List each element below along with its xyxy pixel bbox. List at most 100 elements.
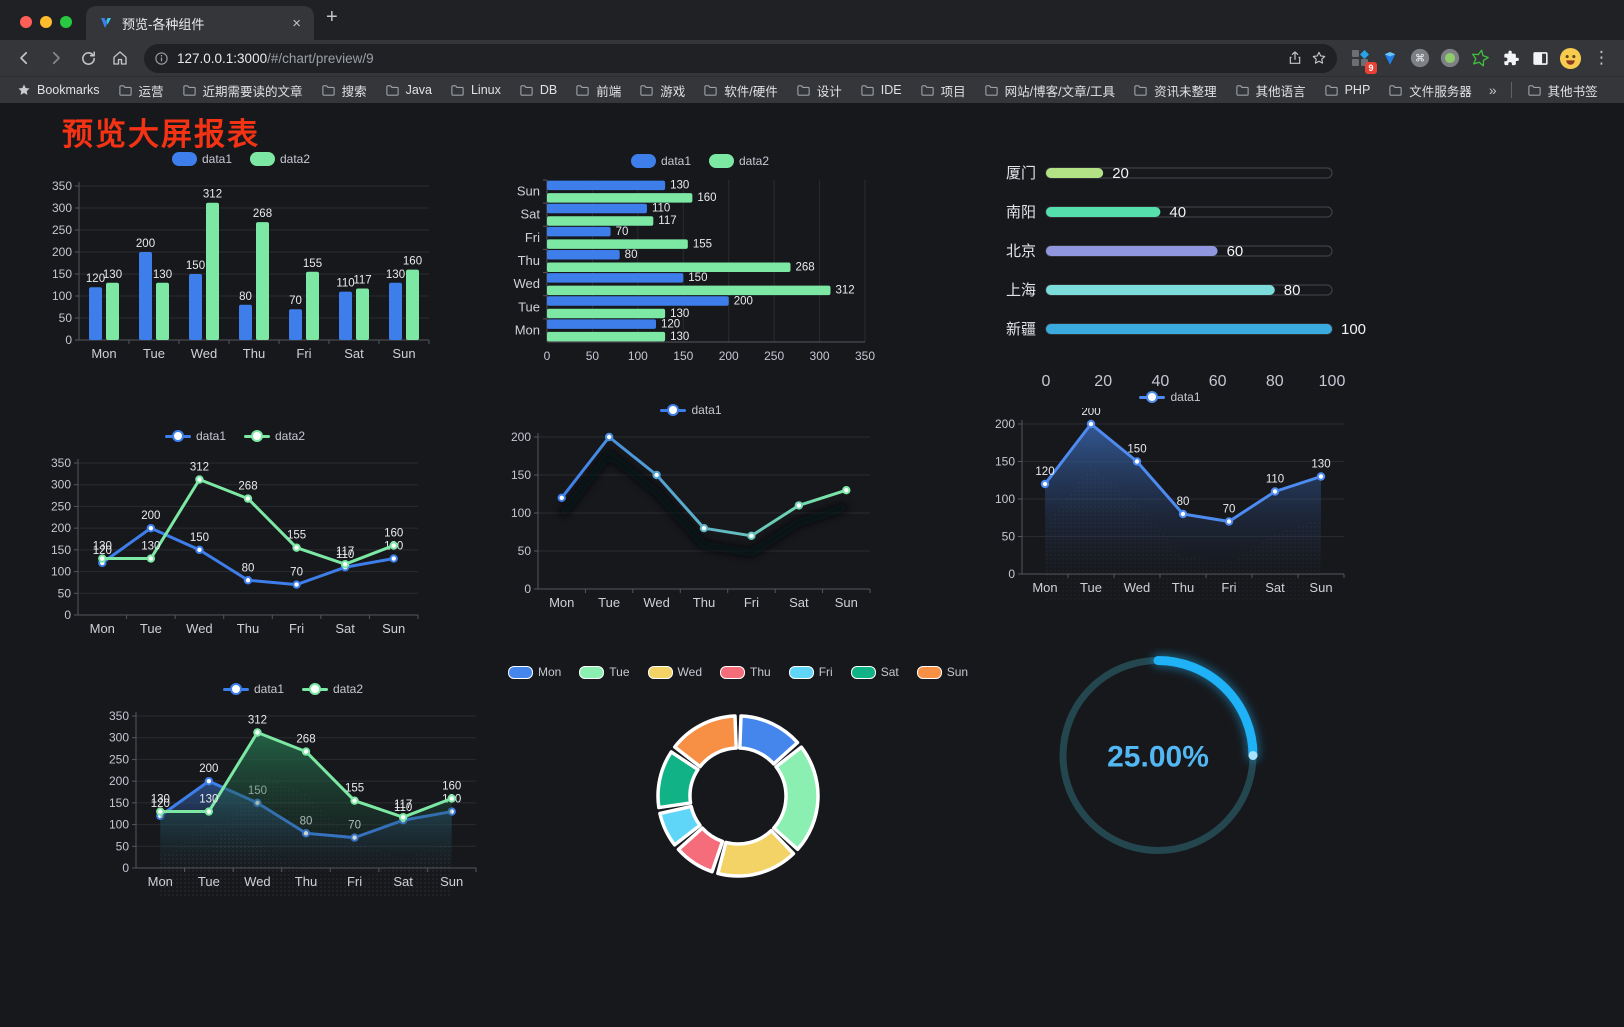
bookmark-item[interactable]: 游戏 — [632, 79, 692, 102]
extension-gem-icon[interactable] — [1377, 45, 1403, 71]
new-tab-button[interactable]: + — [326, 5, 338, 28]
svg-text:200: 200 — [51, 521, 71, 535]
bookmark-item[interactable]: 近期需要读的文章 — [175, 79, 310, 102]
svg-text:100: 100 — [995, 492, 1015, 506]
chart-legend: data1 data2 — [45, 148, 437, 170]
svg-text:Tue: Tue — [143, 346, 165, 361]
tab-close-icon[interactable]: × — [292, 14, 301, 32]
svg-text:268: 268 — [253, 208, 272, 220]
reload-button[interactable] — [74, 44, 102, 72]
svg-text:200: 200 — [141, 510, 160, 522]
legend-swatch — [244, 429, 270, 443]
svg-text:0: 0 — [544, 349, 551, 363]
bookmark-item[interactable]: PHP — [1317, 81, 1378, 100]
window-zoom-button[interactable] — [60, 16, 72, 28]
legend-item-Sat[interactable]: Sat — [850, 665, 899, 679]
bookmark-item[interactable]: IDE — [853, 81, 909, 100]
svg-text:Thu: Thu — [237, 621, 259, 636]
svg-text:40: 40 — [1152, 373, 1170, 390]
extension-puzzle-icon[interactable] — [1497, 45, 1523, 71]
extension-star-icon[interactable] — [1467, 45, 1493, 71]
bookmark-item[interactable]: 前端 — [568, 79, 628, 102]
legend-item-data1[interactable]: data1 — [171, 152, 232, 166]
legend-item-Thu[interactable]: Thu — [720, 665, 771, 679]
legend-item-data2[interactable]: data2 — [302, 682, 363, 696]
svg-text:160: 160 — [384, 528, 403, 540]
svg-text:160: 160 — [697, 192, 716, 204]
folder-icon — [1134, 84, 1147, 96]
legend-item-Sun[interactable]: Sun — [916, 665, 968, 679]
svg-text:Tue: Tue — [518, 299, 540, 314]
svg-text:200: 200 — [109, 774, 129, 788]
extension-command-icon[interactable]: ⌘ — [1407, 45, 1433, 71]
bookmarks-manager-item[interactable]: Bookmarks — [10, 81, 107, 99]
legend-item-data2[interactable]: data2 — [250, 152, 310, 166]
legend-label: Mon — [537, 665, 562, 679]
legend-item-Wed[interactable]: Wed — [647, 665, 702, 679]
bookmark-item[interactable]: Java — [378, 81, 439, 100]
svg-text:0: 0 — [524, 582, 531, 596]
svg-text:Wed: Wed — [191, 346, 218, 361]
svg-text:70: 70 — [1223, 504, 1236, 516]
legend-label: data1 — [253, 682, 284, 696]
legend-item-data1[interactable]: data1 — [222, 682, 284, 696]
legend-swatch — [720, 665, 745, 679]
svg-text:120: 120 — [1035, 466, 1054, 478]
folder-icon — [920, 84, 934, 96]
chart-progress-bars: 厦门 20 南阳 40 北京 60 上海 80 新疆 100 0 20 40 60 80 100 — [988, 155, 1380, 407]
svg-text:Tue: Tue — [598, 595, 620, 610]
extension-record-icon[interactable] — [1437, 45, 1463, 71]
other-bookmarks-item[interactable]: 其他书签 — [1520, 79, 1605, 102]
legend-item-data2[interactable]: data2 — [709, 154, 769, 168]
chart-line-two-areas: data1data2050100150200250300350MonTueWed… — [100, 678, 486, 896]
extension-grid-icon[interactable]: 9 — [1347, 45, 1377, 74]
legend-item-data1[interactable]: data1 — [630, 154, 691, 168]
bookmark-item[interactable]: 设计 — [789, 79, 849, 102]
svg-text:厦门: 厦门 — [1006, 165, 1036, 182]
svg-text:312: 312 — [248, 715, 267, 727]
share-icon[interactable] — [1287, 50, 1303, 66]
folder-icon — [1527, 84, 1541, 96]
svg-text:110: 110 — [336, 549, 354, 561]
svg-text:80: 80 — [1266, 373, 1284, 390]
legend-swatch — [660, 403, 687, 417]
bookmark-item[interactable]: Linux — [443, 81, 508, 100]
legend-item-Mon[interactable]: Mon — [507, 665, 562, 679]
back-button[interactable] — [10, 44, 38, 72]
bookmark-item[interactable]: DB — [512, 81, 564, 100]
svg-text:160: 160 — [442, 781, 461, 793]
legend-item-data1[interactable]: data1 — [660, 403, 722, 417]
bookmark-item[interactable]: 软件/硬件 — [696, 79, 784, 102]
svg-text:100: 100 — [51, 565, 71, 579]
svg-text:130: 130 — [153, 269, 172, 281]
bookmarks-overflow-chevron[interactable]: » — [1488, 82, 1497, 98]
legend-item-data1[interactable]: data1 — [164, 429, 226, 443]
legend-item-data2[interactable]: data2 — [244, 429, 305, 443]
bookmark-item[interactable]: 文件服务器 — [1381, 79, 1479, 102]
bookmark-item[interactable]: 其他语言 — [1228, 79, 1313, 102]
legend-item-Fri[interactable]: Fri — [788, 665, 833, 679]
forward-button[interactable] — [42, 44, 70, 72]
window-close-button[interactable] — [20, 16, 32, 28]
bookmark-star-icon[interactable] — [1311, 50, 1327, 66]
legend-item-data1[interactable]: data1 — [1139, 390, 1201, 404]
legend-item-Tue[interactable]: Tue — [579, 665, 630, 679]
svg-text:130: 130 — [103, 269, 122, 281]
bookmark-item[interactable]: 项目 — [913, 79, 973, 102]
browser-tab[interactable]: 预览-各种组件 × — [86, 6, 314, 40]
window-minimize-button[interactable] — [40, 16, 52, 28]
profile-avatar[interactable] — [1557, 45, 1583, 71]
bookmark-item[interactable]: 运营 — [111, 79, 171, 102]
home-button[interactable] — [106, 44, 134, 72]
side-panel-icon[interactable] — [1527, 45, 1553, 71]
address-bar[interactable]: 127.0.0.1:3000/#/chart/preview/9 — [144, 43, 1337, 73]
bookmark-item[interactable]: 网站/博客/文章/工具 — [977, 79, 1122, 102]
legend-label: Wed — [677, 665, 702, 679]
svg-text:150: 150 — [511, 468, 531, 482]
svg-text:70: 70 — [289, 295, 302, 307]
browser-menu-icon[interactable]: ⋮ — [1593, 48, 1610, 67]
svg-text:Sat: Sat — [789, 595, 809, 610]
bookmark-item[interactable]: 搜索 — [314, 79, 374, 102]
info-icon[interactable] — [154, 51, 169, 66]
bookmark-item[interactable]: 资讯未整理 — [1126, 79, 1224, 102]
